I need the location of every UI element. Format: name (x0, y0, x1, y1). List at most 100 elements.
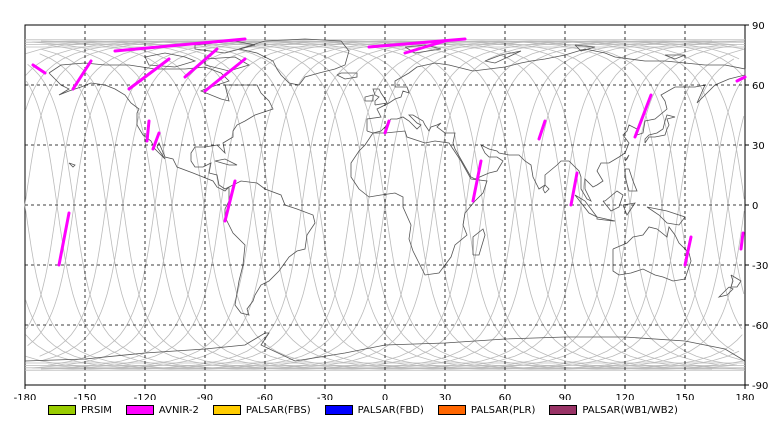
legend-item-palsar-wb: PALSAR(WB1/WB2) (549, 405, 678, 416)
coastline (644, 114, 676, 144)
legend-item-palsar-plr: PALSAR(PLR) (437, 404, 536, 416)
coastline (372, 88, 388, 106)
legend-item-prsim: PRSIM (48, 405, 112, 416)
lon-tick-label: -30 (317, 393, 333, 400)
lon-tick-label: 30 (439, 393, 452, 400)
legend-swatch-prsim (48, 405, 76, 415)
lon-tick-label: 150 (675, 393, 694, 400)
orbit-track (26, 40, 743, 370)
coastline (730, 274, 742, 288)
lat-tick-label: 90 (752, 21, 765, 32)
coastline (472, 228, 486, 256)
legend: PRSIM AVNIR-2 PALSAR(FBS) PALSAR(FBD) PA… (48, 403, 692, 417)
avnir-2-swath (383, 119, 391, 135)
legend-swatch-palsar-wb (549, 405, 578, 415)
avnir-2-swath (151, 131, 161, 151)
coastline (364, 94, 374, 102)
legend-item-palsar-fbs: PALSAR(FBS) (212, 404, 311, 416)
lat-tick-label: 0 (752, 201, 758, 212)
orbit-track (25, 40, 742, 370)
lat-tick-label: 30 (752, 141, 765, 152)
lon-tick-label: 0 (382, 393, 388, 400)
avnir-2-swath (471, 159, 483, 203)
coastline (336, 72, 358, 80)
avnir-2-swath (683, 235, 693, 267)
legend-swatch-palsar-fbd (324, 405, 353, 415)
orbit-track (40, 40, 738, 370)
coastline (542, 184, 550, 194)
avnir-2-swath (57, 211, 71, 267)
legend-label-palsar-fbd: PALSAR(FBD) (357, 404, 424, 416)
coastline (717, 286, 734, 298)
orbit-track (65, 40, 745, 370)
legend-label-prsim: PRSIM (81, 404, 112, 416)
legend-label-avnir-2: AVNIR-2 (158, 404, 199, 416)
coastline (574, 44, 596, 52)
avnir-2-swath (403, 39, 447, 55)
orbit-track (48, 40, 736, 370)
avnir-2-swath (71, 59, 93, 91)
lon-tick-label: 180 (735, 393, 754, 400)
legend-label-palsar-plr: PALSAR(PLR) (470, 404, 536, 416)
lat-tick-label: -90 (752, 381, 768, 392)
coastline (350, 130, 488, 276)
avnir-2-swath (113, 37, 247, 53)
avnir-2-swath (127, 57, 171, 91)
orbit-track (49, 40, 737, 370)
coastline (48, 62, 274, 192)
legend-swatch-palsar-plr (437, 405, 466, 415)
legend-label-palsar-wb: PALSAR(WB1/WB2) (582, 404, 678, 416)
orbit-track (49, 40, 737, 370)
orbit-track (48, 40, 736, 370)
orbit-track (24, 40, 745, 370)
orbit-tracks (24, 39, 745, 371)
avnir-2-swath (633, 93, 653, 139)
coastline (68, 162, 76, 168)
coastline (646, 206, 686, 226)
lon-tick-label: -150 (74, 393, 97, 400)
coastline (144, 52, 197, 68)
legend-swatch-palsar-fbs (212, 405, 241, 415)
lon-tick-label: 120 (615, 393, 634, 400)
legend-label-palsar-fbs: PALSAR(FBS) (245, 404, 311, 416)
orbit-track (40, 40, 720, 370)
orbit-track (25, 40, 742, 370)
axis-ticks: -180 -150 -120 -90 -60 -30 0 30 60 90 120 150 180 90 6… (14, 21, 769, 400)
coastline (484, 50, 522, 64)
avnir-2-swath (569, 171, 579, 207)
lon-tick-label: -180 (14, 393, 37, 400)
avnir-2-swath (537, 119, 547, 141)
orbit-track (25, 40, 745, 370)
legend-item-avnir-2: AVNIR-2 (125, 404, 199, 416)
coastline (596, 216, 616, 222)
lon-tick-label: 60 (499, 393, 512, 400)
lat-tick-label: 60 (752, 81, 765, 92)
avnir-2-swath (183, 47, 219, 79)
coastline (602, 190, 624, 212)
lon-tick-label: 90 (559, 393, 572, 400)
lat-tick-label: -30 (752, 261, 768, 272)
world-map: -180 -150 -120 -90 -60 -30 0 30 60 90 120 150 180 90 6… (14, 21, 769, 400)
orbit-track (26, 40, 743, 370)
avnir-2-swath (223, 179, 237, 223)
lat-tick-label: -60 (752, 321, 768, 332)
avnir-2-swaths (31, 37, 747, 267)
coastline (624, 154, 630, 162)
orbit-track (40, 40, 738, 370)
coastline (238, 38, 350, 86)
lon-tick-label: -60 (257, 393, 273, 400)
orbit-track (31, 40, 719, 370)
avnir-2-swath (367, 37, 467, 49)
coastline (214, 158, 238, 166)
coastline (24, 332, 746, 362)
coastline (622, 202, 636, 216)
lon-tick-label: -90 (197, 393, 213, 400)
legend-swatch-avnir-2 (125, 405, 154, 415)
lon-tick-label: -120 (134, 393, 157, 400)
avnir-2-swath (203, 57, 247, 93)
avnir-2-swath (739, 231, 745, 251)
orbit-track (47, 40, 745, 370)
graticule (25, 25, 745, 385)
avnir-2-swath (31, 63, 47, 75)
orbit-track (25, 40, 735, 370)
